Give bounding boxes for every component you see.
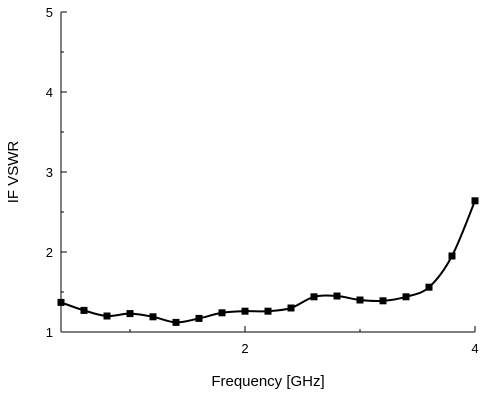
data-point-marker (172, 318, 180, 326)
axes (60, 12, 475, 333)
data-point-marker (356, 296, 364, 304)
data-point-marker (80, 306, 88, 314)
series-line (60, 200, 476, 324)
data-point-marker (218, 309, 226, 317)
x-axis-title: Frequency [GHz] (211, 373, 324, 390)
data-point-marker (471, 197, 479, 205)
tick-labels: 1 2 3 4 5 2 4 (46, 5, 479, 356)
data-point-marker (149, 313, 157, 321)
data-point-marker (241, 307, 249, 315)
y-tick-label: 5 (46, 5, 53, 20)
y-tick-label: 3 (46, 165, 53, 180)
data-point-marker (402, 293, 410, 301)
data-point-marker (264, 307, 272, 315)
data-point-marker (310, 293, 318, 301)
data-point-marker (287, 304, 295, 312)
x-tick-label: 2 (241, 341, 248, 356)
data-point-marker (425, 283, 433, 291)
data-point-marker (379, 297, 387, 305)
data-point-marker (57, 298, 65, 306)
y-tick-label: 4 (46, 85, 53, 100)
data-point-marker (333, 292, 341, 300)
y-axis-title: IF VSWR (5, 141, 22, 204)
x-tick-label: 4 (471, 341, 478, 356)
data-markers (57, 197, 479, 326)
y-tick-label: 1 (46, 325, 53, 340)
data-point-marker (103, 312, 111, 320)
data-point-marker (126, 310, 134, 318)
y-tick-label: 2 (46, 245, 53, 260)
tick-marks (61, 11, 476, 333)
data-point-marker (195, 314, 203, 322)
data-point-marker (448, 252, 456, 260)
